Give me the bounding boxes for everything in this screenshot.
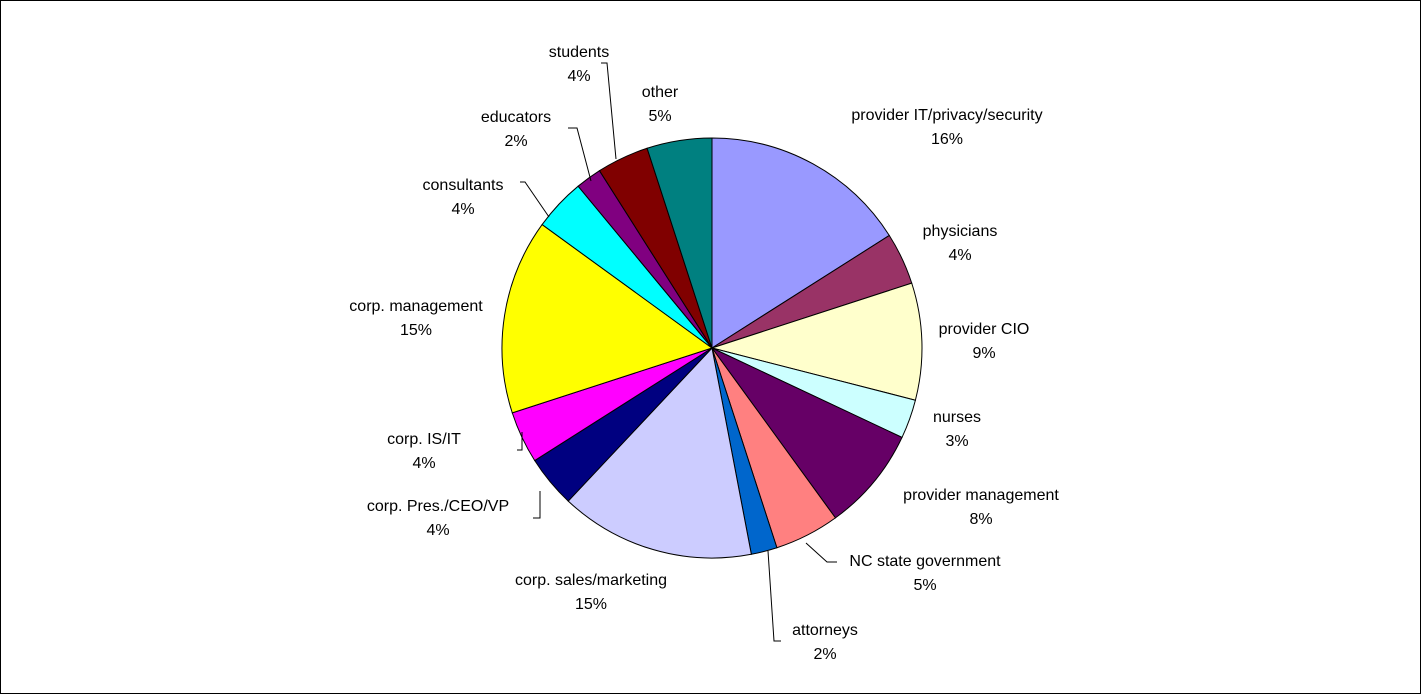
pie-slices: [501, 137, 923, 559]
slice-percent-label: 16%: [931, 131, 963, 148]
slice-category-label: students: [549, 44, 609, 61]
slice-label-educators: educators 2%: [481, 109, 551, 150]
slice-category-label: provider IT/privacy/security: [851, 107, 1042, 124]
slice-label-physicians: physicians 4%: [923, 223, 998, 264]
slice-label-other: other 5%: [642, 84, 679, 125]
slice-category-label: physicians: [923, 223, 998, 240]
slice-category-label: corp. sales/marketing: [515, 572, 667, 589]
slice-label-provider-it-privacy-security: provider IT/privacy/security 16%: [851, 107, 1042, 148]
slice-label-provider-cio: provider CIO 9%: [939, 321, 1030, 362]
leader-line-corp-is-it: [517, 432, 523, 451]
slice-percent-label: 5%: [648, 108, 671, 125]
slice-label-students: students 4%: [549, 44, 609, 85]
slice-category-label: other: [642, 84, 679, 101]
slice-percent-label: 2%: [504, 133, 527, 150]
slice-category-label: educators: [481, 109, 551, 126]
slice-category-label: NC state government: [849, 553, 1001, 570]
slice-percent-label: 8%: [969, 511, 992, 528]
leader-lines: [517, 62, 837, 642]
slice-percent-label: 9%: [972, 345, 995, 362]
slice-percent-label: 4%: [567, 68, 590, 85]
slice-label-corp-management: corp. management 15%: [349, 298, 483, 339]
slice-label-corp-sales-marketing: corp. sales/marketing 15%: [515, 572, 667, 613]
pie-slice-other: [646, 137, 713, 349]
slice-label-corp-pres-ceo-vp: corp. Pres./CEO/VP 4%: [367, 498, 509, 539]
slice-labels: provider IT/privacy/security 16% physician…: [349, 44, 1059, 663]
slice-label-consultants: consultants 4%: [423, 177, 504, 218]
pie-slice-provider-management: [711, 347, 903, 519]
slice-percent-label: 4%: [451, 201, 474, 218]
leader-line-attorneys: [767, 550, 781, 642]
slice-category-label: provider management: [903, 487, 1059, 504]
pie-slice-provider-cio: [710, 282, 923, 401]
slice-category-label: corp. Pres./CEO/VP: [367, 498, 509, 515]
slice-percent-label: 15%: [400, 322, 432, 339]
slice-percent-label: 15%: [575, 596, 607, 613]
leader-line-nc-state-government: [805, 542, 837, 563]
slice-percent-label: 2%: [813, 646, 836, 663]
leader-line-students: [601, 62, 617, 160]
slice-percent-label: 4%: [948, 247, 971, 264]
slice-percent-label: 4%: [412, 455, 435, 472]
slice-category-label: nurses: [933, 409, 981, 426]
slice-label-nurses: nurses 3%: [933, 409, 981, 450]
pie-slice-corp-management: [501, 223, 714, 414]
slice-label-attorneys: attorneys 2%: [792, 622, 858, 663]
leader-line-consultants: [520, 181, 550, 218]
pie-slice-provider-it-privacy-security: [711, 137, 891, 349]
slice-category-label: attorneys: [792, 622, 858, 639]
slice-label-provider-management: provider management 8%: [903, 487, 1059, 528]
slice-percent-label: 5%: [913, 577, 936, 594]
slice-label-nc-state-government: NC state government 5%: [849, 553, 1001, 594]
pie-slice-corp-sales-marketing: [567, 346, 752, 559]
slice-label-corp-is-it: corp. IS/IT 4%: [387, 431, 461, 472]
slice-category-label: corp. IS/IT: [387, 431, 461, 448]
slice-category-label: consultants: [423, 177, 504, 194]
slice-category-label: corp. management: [349, 298, 483, 315]
slice-percent-label: 4%: [426, 522, 449, 539]
slice-category-label: provider CIO: [939, 321, 1030, 338]
leader-line-corp-pres-ceo-vp: [533, 491, 541, 519]
slice-percent-label: 3%: [945, 433, 968, 450]
leader-line-educators: [568, 127, 592, 182]
